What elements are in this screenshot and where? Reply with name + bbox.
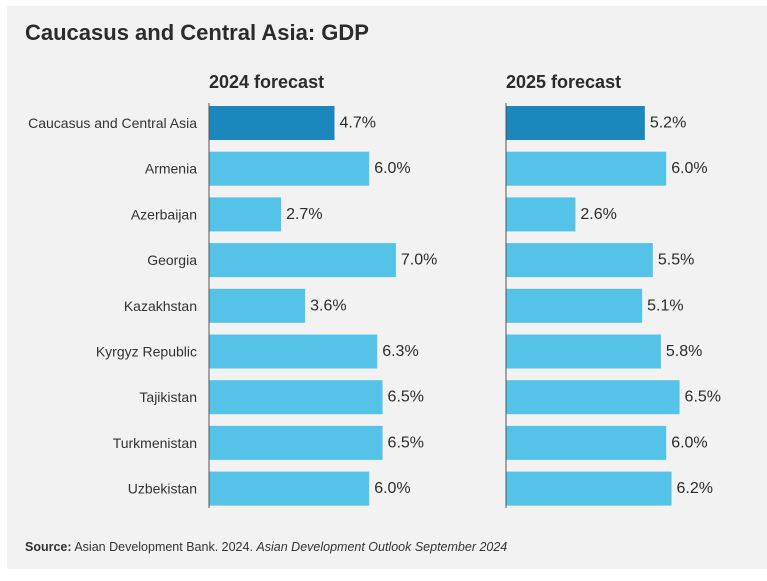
- category-label: Uzbekistan: [128, 481, 197, 497]
- source-publication: Asian Development Outlook September 2024: [256, 540, 508, 554]
- value-label: 6.0%: [671, 434, 707, 451]
- bar: [506, 288, 643, 323]
- value-label: 6.2%: [677, 480, 713, 497]
- bar: [506, 197, 576, 232]
- value-label: 6.3%: [382, 343, 418, 360]
- value-label: 5.8%: [666, 343, 702, 360]
- value-label: 2.6%: [580, 206, 616, 223]
- bar: [209, 151, 370, 186]
- value-label: 4.7%: [339, 115, 375, 132]
- value-label: 5.2%: [650, 115, 686, 132]
- value-label: 6.5%: [388, 434, 424, 451]
- category-label: Tajikistan: [139, 389, 197, 405]
- value-label: 3.6%: [310, 297, 346, 314]
- panel-title: 2024 forecast: [209, 72, 324, 92]
- bar: [209, 243, 396, 278]
- category-label: Armenia: [145, 161, 197, 177]
- panel-title: 2025 forecast: [506, 72, 621, 92]
- value-label: 5.1%: [647, 297, 683, 314]
- value-label: 6.0%: [374, 160, 410, 177]
- value-label: 7.0%: [401, 252, 437, 269]
- bar: [506, 334, 661, 369]
- category-label: Caucasus and Central Asia: [28, 115, 197, 131]
- source-note: Source: Asian Development Bank. 2024. As…: [25, 540, 507, 554]
- bar: [506, 425, 667, 460]
- source-label: Source:: [25, 540, 72, 554]
- bar: [209, 288, 306, 323]
- category-label: Kazakhstan: [124, 298, 197, 314]
- value-label: 6.5%: [388, 389, 424, 406]
- bar: [209, 425, 383, 460]
- category-label: Kyrgyz Republic: [96, 344, 197, 360]
- bar: [506, 243, 653, 278]
- chart-area: Caucasus and Central Asia Armenia Azerbaij…: [28, 72, 721, 508]
- source-text: Asian Development Bank. 2024.: [74, 540, 253, 554]
- value-label: 6.0%: [671, 160, 707, 177]
- category-label: Turkmenistan: [113, 435, 197, 451]
- chart-card: Caucasus and Central Asia: GDP Caucasus …: [7, 6, 767, 569]
- bar: [209, 106, 335, 140]
- value-label: 6.0%: [374, 480, 410, 497]
- category-label: Azerbaijan: [131, 206, 197, 222]
- bar: [506, 471, 672, 506]
- value-label: 2.7%: [286, 206, 322, 223]
- bar: [209, 197, 282, 232]
- bar: [209, 334, 378, 369]
- category-label: Georgia: [147, 252, 197, 268]
- bar: [506, 151, 667, 186]
- bar: [209, 471, 370, 506]
- bar: [506, 106, 645, 140]
- value-label: 6.5%: [685, 389, 721, 406]
- value-label: 5.5%: [658, 252, 694, 269]
- chart-title: Caucasus and Central Asia: GDP: [25, 20, 369, 45]
- bar: [209, 380, 383, 415]
- bar: [506, 380, 680, 415]
